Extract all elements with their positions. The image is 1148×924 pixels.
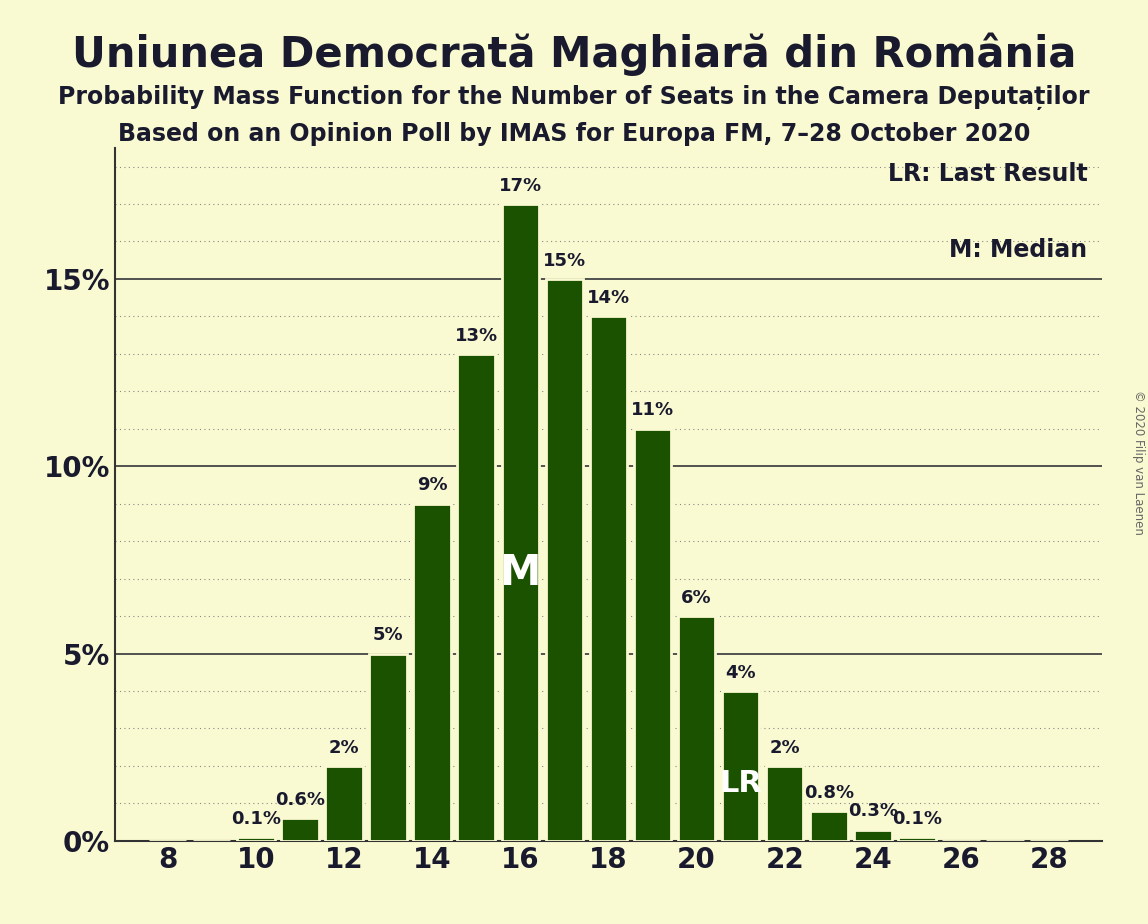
- Text: LR: LR: [720, 770, 762, 798]
- Bar: [854, 830, 892, 841]
- Text: 5%: 5%: [373, 626, 403, 644]
- Bar: [677, 616, 715, 841]
- Bar: [545, 279, 583, 841]
- Bar: [722, 691, 759, 841]
- Text: Based on an Opinion Poll by IMAS for Europa FM, 7–28 October 2020: Based on an Opinion Poll by IMAS for Eur…: [118, 122, 1030, 146]
- Text: LR: Last Result: LR: Last Result: [887, 162, 1087, 186]
- Bar: [810, 811, 847, 841]
- Text: 2%: 2%: [769, 738, 800, 757]
- Bar: [413, 504, 451, 841]
- Text: M: Median: M: Median: [949, 238, 1087, 261]
- Bar: [325, 766, 363, 841]
- Text: 6%: 6%: [681, 589, 712, 607]
- Text: 13%: 13%: [455, 326, 498, 345]
- Text: 0.1%: 0.1%: [231, 809, 281, 828]
- Text: Probability Mass Function for the Number of Seats in the Camera Deputaților: Probability Mass Function for the Number…: [59, 85, 1089, 110]
- Bar: [766, 766, 804, 841]
- Bar: [458, 354, 495, 841]
- Bar: [238, 837, 274, 841]
- Text: 0.3%: 0.3%: [848, 802, 898, 821]
- Bar: [898, 837, 936, 841]
- Bar: [634, 429, 672, 841]
- Text: 0.8%: 0.8%: [804, 784, 854, 801]
- Text: 14%: 14%: [587, 289, 630, 307]
- Bar: [281, 819, 319, 841]
- Text: 4%: 4%: [726, 663, 757, 682]
- Bar: [590, 316, 627, 841]
- Text: 0.6%: 0.6%: [274, 791, 325, 809]
- Text: © 2020 Filip van Laenen: © 2020 Filip van Laenen: [1132, 390, 1146, 534]
- Bar: [502, 204, 540, 841]
- Text: 15%: 15%: [543, 251, 585, 270]
- Text: 17%: 17%: [498, 176, 542, 195]
- Text: 9%: 9%: [417, 477, 448, 494]
- Text: M: M: [499, 553, 541, 594]
- Text: 0.1%: 0.1%: [892, 809, 943, 828]
- Bar: [370, 653, 406, 841]
- Text: Uniunea Democrată Maghiară din România: Uniunea Democrată Maghiară din România: [72, 32, 1076, 76]
- Text: 11%: 11%: [631, 401, 674, 419]
- Text: 2%: 2%: [328, 738, 359, 757]
